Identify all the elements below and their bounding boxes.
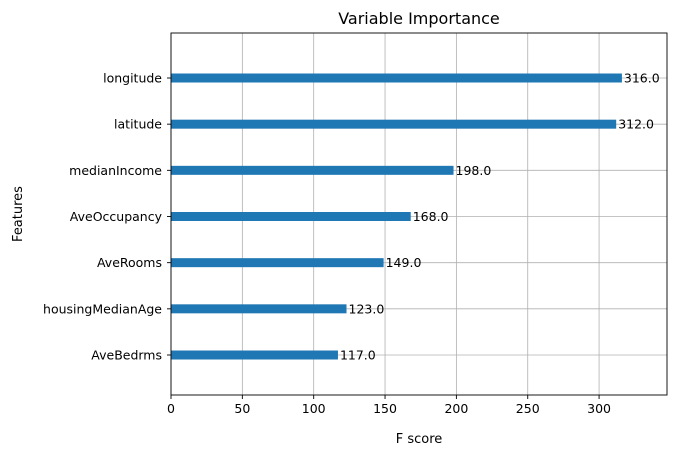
data-label: 312.0 — [618, 117, 654, 132]
x-tick-label: 100 — [302, 401, 326, 416]
x-axis-ticks: 0 50 100 150 200 250 300 — [167, 395, 611, 416]
data-label: 198.0 — [456, 163, 492, 178]
bar-latitude — [171, 119, 617, 129]
x-tick-label: 300 — [587, 401, 611, 416]
y-axis-ticks: AveBedrms housingMedianAge AveRooms AveOccu… — [43, 71, 171, 363]
plot-frame — [170, 32, 668, 396]
bar-medianIncome — [171, 165, 454, 175]
bar-AveRooms — [171, 258, 384, 268]
y-axis-label: Features — [11, 186, 26, 242]
data-label: 168.0 — [413, 209, 449, 224]
y-tick-label: longitude — [103, 71, 162, 86]
data-label: 123.0 — [349, 301, 385, 316]
x-tick-label: 250 — [516, 401, 540, 416]
x-tick-label: 150 — [373, 401, 397, 416]
data-label: 117.0 — [340, 348, 376, 363]
bar-AveOccupancy — [171, 212, 411, 221]
bar-housingMedianAge — [171, 304, 347, 314]
bar-AveBedrms — [171, 350, 338, 360]
x-tick-label: 200 — [444, 401, 468, 416]
y-tick-label: latitude — [114, 117, 162, 132]
x-tick-label: 0 — [167, 401, 175, 416]
x-tick-label: 50 — [234, 401, 250, 416]
bar-longitude — [171, 73, 622, 83]
y-tick-label: medianIncome — [69, 163, 162, 178]
y-tick-label: AveBedrms — [91, 348, 162, 363]
y-tick-label: AveRooms — [97, 255, 162, 270]
data-labels: 117.0 123.0 149.0 168.0 198.0 312.0 316.0 — [340, 71, 660, 363]
y-tick-label: AveOccupancy — [70, 209, 163, 224]
bars-group — [171, 73, 622, 360]
chart-title: Variable Importance — [338, 9, 500, 28]
data-label: 316.0 — [624, 71, 660, 86]
y-tick-label: housingMedianAge — [43, 301, 162, 316]
data-label: 149.0 — [386, 255, 422, 270]
x-axis-label: F score — [396, 432, 443, 447]
